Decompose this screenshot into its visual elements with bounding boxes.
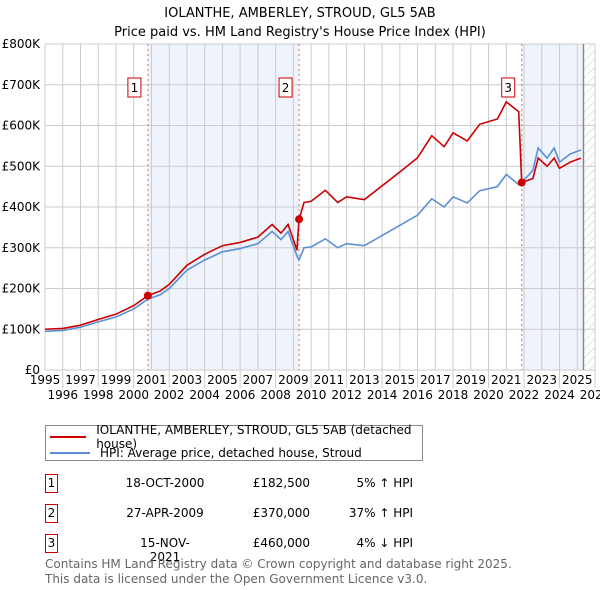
x-tick-label: 2000 (118, 388, 149, 402)
y-tick-label: £300K (2, 241, 42, 255)
sale-label-box (501, 77, 516, 98)
x-tick-label: 2013 (349, 373, 380, 387)
x-tick-label: 2015 (385, 373, 416, 387)
y-tick-label: £400K (2, 200, 42, 214)
sale-label: 1 (131, 81, 139, 95)
sale-row: 2 27-APR-2009 £370,000 37% ↑ HPI (45, 504, 465, 524)
footer-line-2: This data is licensed under the Open Gov… (45, 572, 428, 586)
sale-hpi-diff: 5% ↑ HPI (356, 476, 413, 490)
sale-date: 27-APR-2009 (126, 506, 204, 520)
x-tick-label: 2004 (189, 388, 220, 402)
sale-price: £370,000 (252, 506, 310, 520)
legend-label: IOLANTHE, AMBERLEY, STROUD, GL5 5AB (det… (96, 423, 412, 451)
x-tick-label: 2025 (562, 373, 593, 387)
x-tick-label: 2009 (278, 373, 309, 387)
x-tick-label: 1996 (47, 388, 78, 402)
x-tick-label: 2020 (473, 388, 504, 402)
x-tick-label: 2021 (491, 373, 522, 387)
price-chart: IOLANTHE, AMBERLEY, STROUD, GL5 5AB Pric… (2, 6, 600, 402)
chart-title: IOLANTHE, AMBERLEY, STROUD, GL5 5AB (164, 6, 435, 21)
x-tick-label: 2016 (402, 388, 433, 402)
x-tick-label: 2018 (438, 388, 469, 402)
sale-price: £182,500 (252, 476, 310, 490)
legend-label: HPI: Average price, detached house, Stro… (100, 446, 362, 460)
x-tick-label: 2012 (331, 388, 362, 402)
y-tick-label: £600K (2, 119, 42, 133)
footer-line-1: Contains HM Land Registry data © Crown c… (45, 557, 512, 571)
x-tick-label: 1997 (65, 373, 96, 387)
sale-label: 3 (504, 81, 512, 95)
sale-row: 1 18-OCT-2000 £182,500 5% ↑ HPI (45, 474, 465, 494)
x-tick-label: 2011 (314, 373, 345, 387)
x-tick-label: 2014 (367, 388, 398, 402)
sale-price: £460,000 (252, 536, 310, 550)
x-tick-label: 1998 (83, 388, 114, 402)
x-tick-label: 2003 (172, 373, 203, 387)
sale-label-box (278, 77, 293, 98)
x-tick-label: 1999 (101, 373, 132, 387)
series-line-hpi (44, 146, 582, 333)
y-tick-label: £500K (2, 159, 42, 173)
legend: IOLANTHE, AMBERLEY, STROUD, GL5 5AB (det… (45, 423, 423, 461)
y-tick-label: £0 (25, 363, 40, 377)
sale-point (295, 215, 304, 224)
x-tick-label: 2006 (225, 388, 256, 402)
x-tick-label: 2008 (260, 388, 291, 402)
x-tick-label: 2005 (207, 373, 238, 387)
legend-swatch-blue (50, 452, 90, 454)
x-tick-label: 1995 (30, 373, 61, 387)
sale-hpi-diff: 37% ↑ HPI (348, 506, 413, 520)
y-tick-label: £800K (2, 37, 42, 51)
legend-swatch-red (50, 436, 87, 438)
x-tick-label: 2019 (456, 373, 487, 387)
y-tick-label: £100K (2, 322, 42, 336)
legend-item-property: IOLANTHE, AMBERLEY, STROUD, GL5 5AB (det… (50, 423, 422, 451)
chart-subtitle: Price paid vs. HM Land Registry's House … (114, 25, 486, 40)
sale-point (517, 178, 526, 187)
sale-number: 3 (45, 534, 58, 553)
x-tick-label: 2024 (544, 388, 575, 402)
sale-row: 3 15-NOV-2021 £460,000 4% ↓ HPI (45, 534, 465, 564)
y-tick-label: £700K (2, 78, 42, 92)
x-tick-label: 2026 (580, 388, 600, 402)
sale-point (143, 291, 152, 300)
x-tick-label: 2001 (136, 373, 167, 387)
sale-label: 2 (282, 81, 290, 95)
x-tick-label: 2022 (509, 388, 540, 402)
x-tick-label: 2002 (154, 388, 185, 402)
x-tick-label: 2023 (527, 373, 558, 387)
sale-hpi-diff: 4% ↓ HPI (356, 536, 413, 550)
x-tick-label: 2010 (296, 388, 327, 402)
sale-number: 1 (45, 474, 58, 493)
x-tick-label: 2017 (420, 373, 451, 387)
sale-date: 18-OCT-2000 (125, 476, 205, 490)
y-tick-label: £200K (2, 282, 42, 296)
sale-number: 2 (45, 504, 58, 523)
sale-date: 15-NOV-2021 (140, 536, 190, 564)
x-tick-label: 2007 (243, 373, 274, 387)
series-line-property (44, 100, 582, 331)
sale-label-box (127, 77, 142, 98)
legend-item-hpi: HPI: Average price, detached house, Stro… (50, 445, 362, 461)
